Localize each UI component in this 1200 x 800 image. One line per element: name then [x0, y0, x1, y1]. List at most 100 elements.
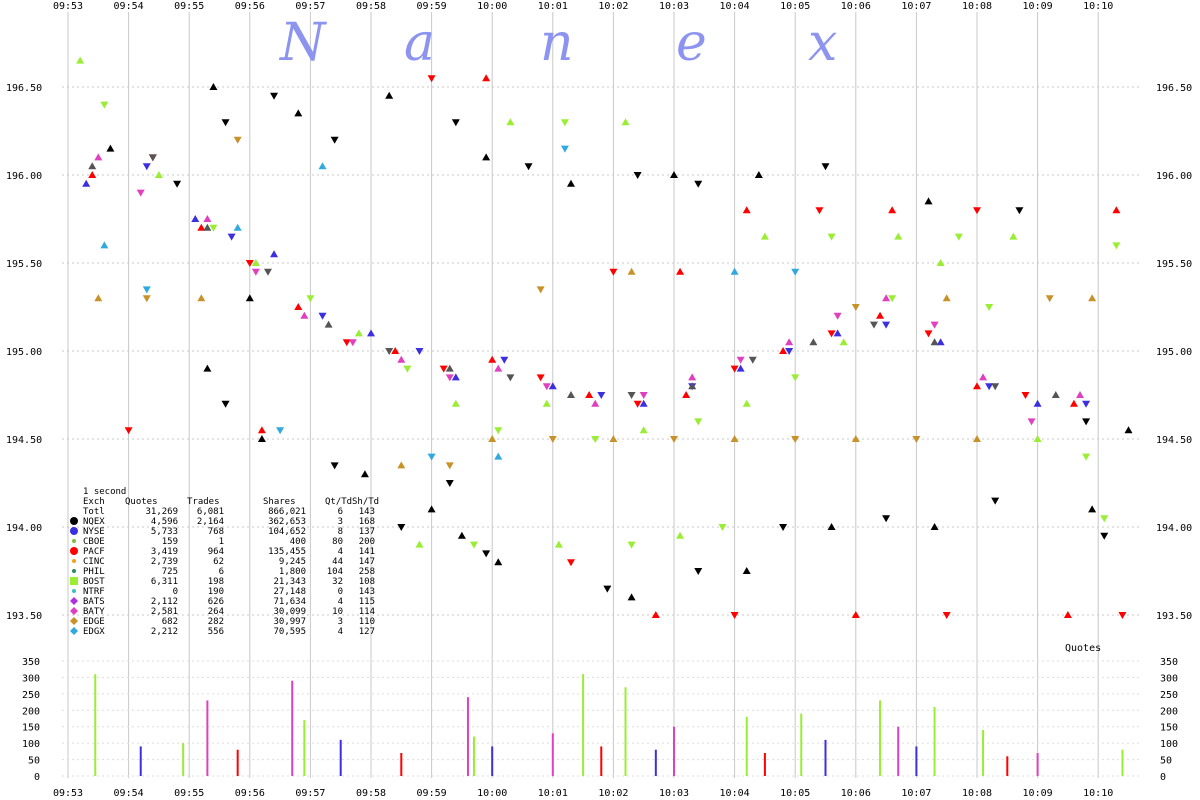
exchange-marker [70, 517, 78, 525]
time-tick-bottom: 10:03 [659, 788, 689, 799]
price-marker [1100, 532, 1109, 540]
price-marker [385, 91, 394, 99]
price-marker [888, 206, 897, 214]
table-cell: NQEX [83, 517, 105, 527]
exchange-marker [70, 617, 78, 625]
table-header: Quotes [125, 497, 158, 507]
price-marker [876, 311, 885, 319]
quote-bar [982, 730, 985, 776]
price-marker [591, 436, 600, 443]
time-tick-bottom: 09:59 [417, 788, 447, 799]
price-marker [106, 144, 115, 152]
price-marker [494, 364, 503, 372]
price-marker [542, 399, 551, 407]
price-marker [1100, 515, 1109, 523]
watermark-letter: e [676, 13, 707, 73]
table-cell: 2,112 [151, 597, 178, 607]
quote-bar [473, 736, 476, 776]
price-marker [1088, 294, 1097, 302]
price-marker [88, 171, 97, 178]
time-tick-top: 10:04 [720, 1, 750, 12]
exchange-marker [72, 589, 76, 593]
table-cell: 258 [359, 567, 375, 577]
time-tick-bottom: 09:55 [174, 788, 204, 799]
table-cell: 362,653 [268, 517, 306, 527]
quote-bar [824, 739, 827, 776]
price-marker [221, 400, 230, 408]
table-cell: 3,419 [151, 547, 178, 557]
exchange-marker [70, 627, 78, 635]
quote-bar [624, 687, 627, 776]
price-marker [651, 611, 660, 618]
price-marker [627, 593, 636, 601]
quote-bar [745, 716, 748, 776]
quote-bar [400, 753, 403, 776]
price-marker [718, 524, 727, 531]
quotes-axis-label: Quotes [1065, 643, 1101, 654]
price-marker [869, 321, 878, 329]
price-marker [76, 56, 85, 64]
price-marker [882, 294, 891, 302]
table-cell: PHIL [83, 567, 105, 577]
price-marker [930, 338, 939, 346]
time-tick-top: 09:55 [174, 1, 204, 12]
price-marker [688, 382, 697, 390]
price-marker [451, 399, 460, 407]
price-marker [779, 347, 788, 354]
price-tick-right: 194.50 [1156, 435, 1192, 446]
price-marker [954, 233, 963, 241]
price-marker [1033, 435, 1042, 442]
exchange-marker [70, 547, 78, 555]
table-cell: BOST [83, 577, 105, 587]
time-tick-top: 09:59 [417, 1, 447, 12]
time-tick-bottom: 10:10 [1083, 788, 1113, 799]
price-marker [209, 83, 218, 90]
quote-bar [582, 674, 585, 776]
price-marker [548, 436, 557, 443]
price-tick-left: 196.00 [6, 171, 42, 182]
price-marker [445, 480, 454, 487]
exchange-marker [70, 607, 78, 615]
table-cell: BATY [83, 607, 105, 617]
table-cell: 108 [359, 577, 375, 587]
price-marker [1033, 399, 1042, 407]
price-marker [936, 338, 945, 346]
price-marker [397, 461, 406, 469]
table-cell: 282 [208, 617, 224, 627]
quote-bar [763, 753, 766, 776]
quote-bar [291, 680, 294, 776]
price-marker [203, 364, 212, 372]
table-cell: 6 [338, 507, 343, 517]
table-cell: 159 [162, 537, 178, 547]
table-cell: 4,596 [151, 517, 178, 527]
price-marker [439, 365, 448, 373]
price-marker [94, 294, 103, 302]
table-cell: 6 [219, 567, 224, 577]
price-marker [760, 232, 769, 240]
price-marker [566, 559, 575, 567]
price-marker [979, 373, 988, 381]
price-marker [415, 348, 424, 355]
time-tick-bottom: 10:00 [477, 788, 507, 799]
quote-bar [182, 743, 185, 776]
table-cell: 4 [338, 627, 343, 637]
table-cell: 27,148 [273, 587, 306, 597]
price-marker [748, 356, 757, 364]
time-tick-top: 09:56 [235, 1, 265, 12]
price-marker [367, 329, 375, 337]
quote-bar [339, 739, 342, 776]
price-marker [851, 435, 860, 442]
price-marker [973, 207, 981, 215]
price-marker [506, 118, 515, 126]
price-marker [209, 224, 218, 232]
price-marker [142, 295, 151, 303]
price-marker [197, 223, 206, 231]
price-marker [203, 223, 212, 231]
price-marker [742, 399, 751, 407]
table-cell: 626 [208, 597, 224, 607]
price-marker [597, 392, 606, 399]
time-tick-top: 09:53 [53, 1, 83, 12]
price-marker [1069, 399, 1078, 407]
price-marker [639, 399, 648, 407]
